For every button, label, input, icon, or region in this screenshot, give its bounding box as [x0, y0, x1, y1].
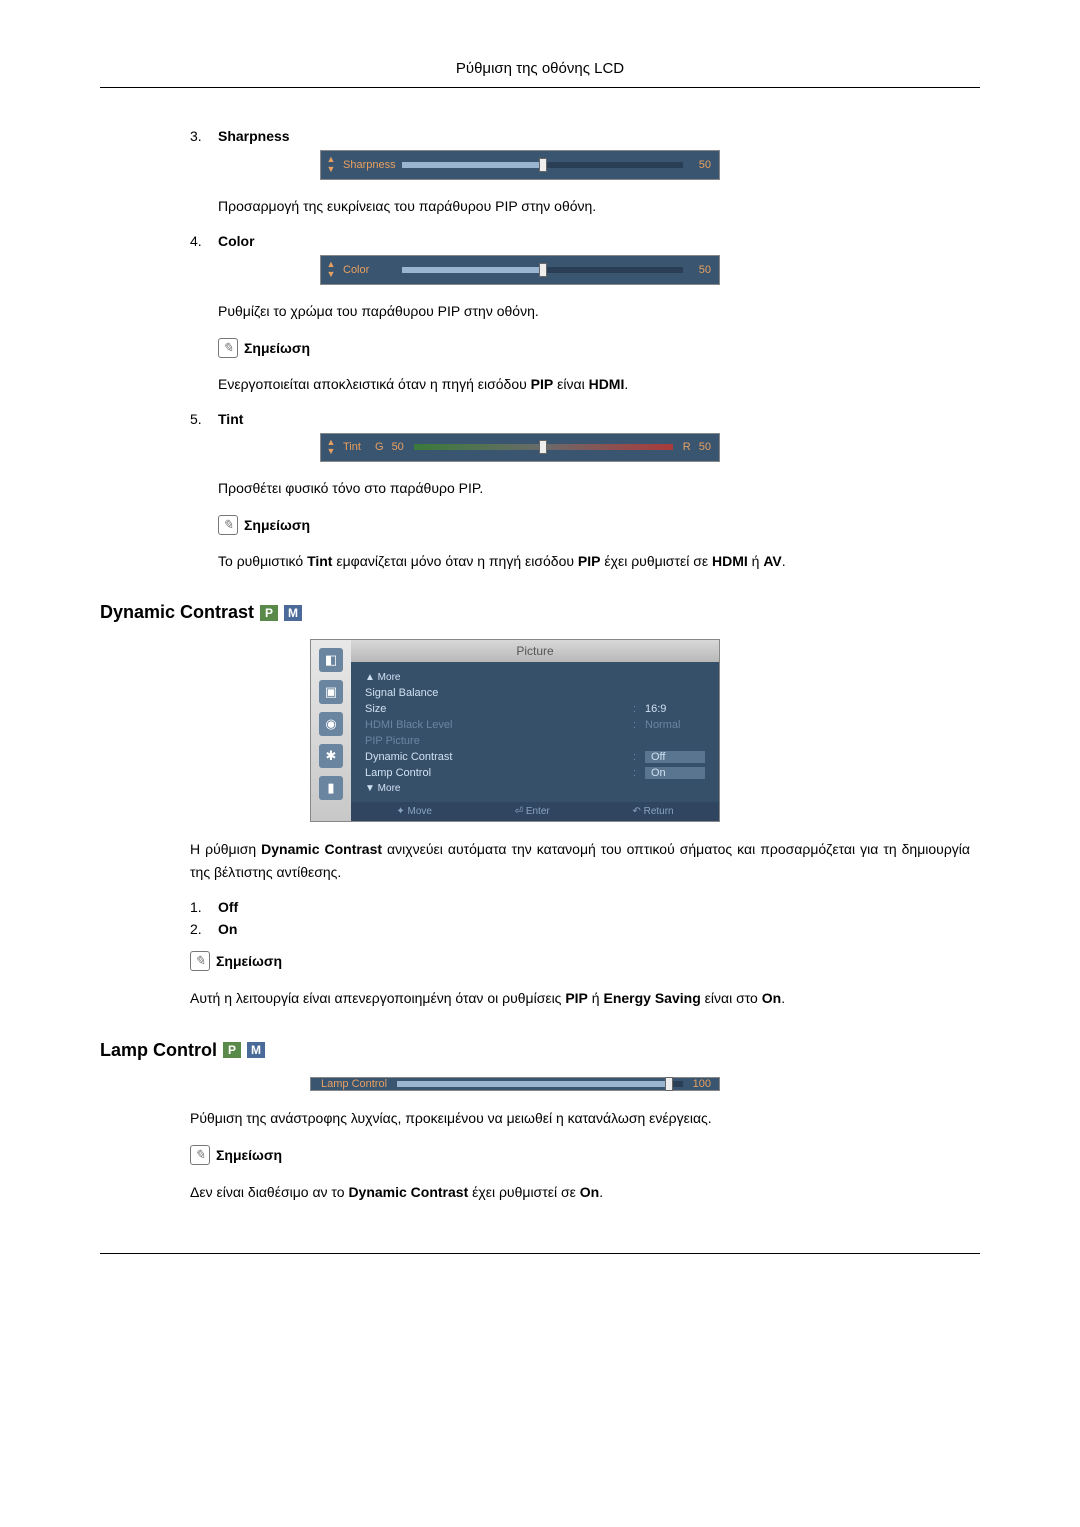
- arrow-icon: ▲▼: [321, 151, 341, 179]
- note-label: Σημείωση: [244, 340, 310, 356]
- footer-return: ↶ Return: [632, 806, 673, 817]
- menu-item-selected: Dynamic Contrast:Off: [365, 749, 705, 765]
- note-label: Σημείωση: [244, 517, 310, 533]
- menu-main: Picture ▲ More Signal Balance Size:16:9 …: [351, 640, 719, 821]
- page-footer-rule: [100, 1253, 980, 1254]
- menu-icon: ▣: [319, 680, 343, 704]
- lamp-note-text: Δεν είναι διαθέσιμο αν το Dynamic Contra…: [190, 1181, 970, 1203]
- color-note-heading: ✎ Σημείωση: [218, 338, 970, 358]
- footer-enter: ⏎ Enter: [515, 806, 550, 817]
- dynamic-contrast-title: Dynamic Contrast P M: [100, 602, 970, 623]
- tint-g-value: 50: [388, 441, 408, 453]
- badge-m-icon: M: [247, 1042, 265, 1058]
- opt-label: On: [218, 921, 237, 937]
- footer-move: ✦ Move: [396, 806, 432, 817]
- dyn-opt-on: 2. On: [190, 921, 970, 937]
- color-label: Color: [218, 233, 255, 249]
- color-note-text: Ενεργοποιείται αποκλειστικά όταν η πηγή …: [218, 374, 970, 395]
- slider-thumb: [665, 1077, 673, 1091]
- slider-label: Sharpness: [341, 159, 396, 171]
- tint-note-text: Το ρυθμιστικό Tint εμφανίζεται μόνο όταν…: [218, 551, 970, 572]
- arrow-icon: ▲▼: [321, 434, 341, 462]
- picture-menu: ◧ ▣ ◉ ✱ ▮ Picture ▲ More Signal Balance …: [310, 639, 720, 822]
- note-icon: ✎: [218, 338, 238, 358]
- tint-g-label: G: [371, 441, 388, 453]
- menu-item: PIP Picture: [365, 733, 705, 749]
- slider-value: 50: [689, 264, 719, 276]
- slider-track: [402, 162, 683, 168]
- lamp-control-title: Lamp Control P M: [100, 1040, 970, 1061]
- sharpness-desc: Προσαρμογή της ευκρίνειας του παράθυρου …: [218, 196, 970, 217]
- arrow-icon: ▲▼: [321, 256, 341, 284]
- menu-footer: ✦ Move ⏎ Enter ↶ Return: [351, 802, 719, 821]
- menu-more-up: ▲ More: [365, 670, 705, 685]
- menu-title: Picture: [351, 640, 719, 662]
- slider-label: Lamp Control: [311, 1078, 391, 1090]
- menu-item: Size:16:9: [365, 701, 705, 717]
- page-header: Ρύθμιση της οθόνης LCD: [100, 60, 980, 88]
- slider-value: 50: [689, 159, 719, 171]
- tint-note-heading: ✎ Σημείωση: [218, 515, 970, 535]
- slider-track: [397, 1081, 683, 1087]
- menu-item: HDMI Black Level:Normal: [365, 717, 705, 733]
- tint-r-value: 50: [695, 441, 719, 453]
- slider-label: Color: [341, 264, 396, 276]
- note-icon: ✎: [190, 951, 210, 971]
- content-area: 3. Sharpness ▲▼ Sharpness 50 Προσαρμογή …: [100, 128, 980, 1203]
- badge-p-icon: P: [223, 1042, 241, 1058]
- list-number: 5.: [190, 411, 218, 427]
- slider-label: Tint: [341, 441, 371, 453]
- color-slider: ▲▼ Color 50: [320, 255, 720, 285]
- menu-icon: ◧: [319, 648, 343, 672]
- list-number: 1.: [190, 899, 218, 915]
- list-number: 2.: [190, 921, 218, 937]
- lamp-note-heading: ✎ Σημείωση: [190, 1145, 970, 1165]
- slider-thumb: [539, 263, 547, 277]
- dyn-opt-off: 1. Off: [190, 899, 970, 915]
- sharpness-label: Sharpness: [218, 128, 290, 144]
- menu-item: Lamp Control:On: [365, 765, 705, 781]
- note-icon: ✎: [190, 1145, 210, 1165]
- badge-p-icon: P: [260, 605, 278, 621]
- slider-thumb: [539, 440, 547, 454]
- note-label: Σημείωση: [216, 953, 282, 969]
- tint-track: [414, 444, 673, 450]
- dyn-desc: Η ρύθμιση Dynamic Contrast ανιχνεύει αυτ…: [190, 838, 970, 883]
- sharpness-row: 3. Sharpness: [190, 128, 970, 144]
- tint-label: Tint: [218, 411, 243, 427]
- color-row: 4. Color: [190, 233, 970, 249]
- menu-icon: ◉: [319, 712, 343, 736]
- menu-icon: ✱: [319, 744, 343, 768]
- slider-thumb: [539, 158, 547, 172]
- slider-track: [402, 267, 683, 273]
- color-desc: Ρυθμίζει το χρώμα του παράθυρου PIP στην…: [218, 301, 970, 322]
- slider-value: 100: [689, 1078, 719, 1090]
- menu-icon: ▮: [319, 776, 343, 800]
- tint-r-label: R: [679, 441, 695, 453]
- lamp-slider: Lamp Control 100: [310, 1077, 720, 1091]
- tint-slider: ▲▼ Tint G 50 R 50: [320, 433, 720, 463]
- menu-more-down: ▼ More: [365, 781, 705, 796]
- opt-label: Off: [218, 899, 238, 915]
- menu-item: Signal Balance: [365, 685, 705, 701]
- badge-m-icon: M: [284, 605, 302, 621]
- note-label: Σημείωση: [216, 1147, 282, 1163]
- tint-desc: Προσθέτει φυσικό τόνο στο παράθυρο PIP.: [218, 478, 970, 499]
- dyn-note-text: Αυτή η λειτουργία είναι απενεργοποιημένη…: [190, 987, 970, 1009]
- note-icon: ✎: [218, 515, 238, 535]
- menu-body: ▲ More Signal Balance Size:16:9 HDMI Bla…: [351, 662, 719, 802]
- list-number: 3.: [190, 128, 218, 144]
- list-number: 4.: [190, 233, 218, 249]
- menu-sidebar: ◧ ▣ ◉ ✱ ▮: [311, 640, 351, 821]
- dyn-note-heading: ✎ Σημείωση: [190, 951, 970, 971]
- sharpness-slider: ▲▼ Sharpness 50: [320, 150, 720, 180]
- lamp-desc: Ρύθμιση της ανάστροφης λυχνίας, προκειμέ…: [190, 1107, 970, 1129]
- tint-row: 5. Tint: [190, 411, 970, 427]
